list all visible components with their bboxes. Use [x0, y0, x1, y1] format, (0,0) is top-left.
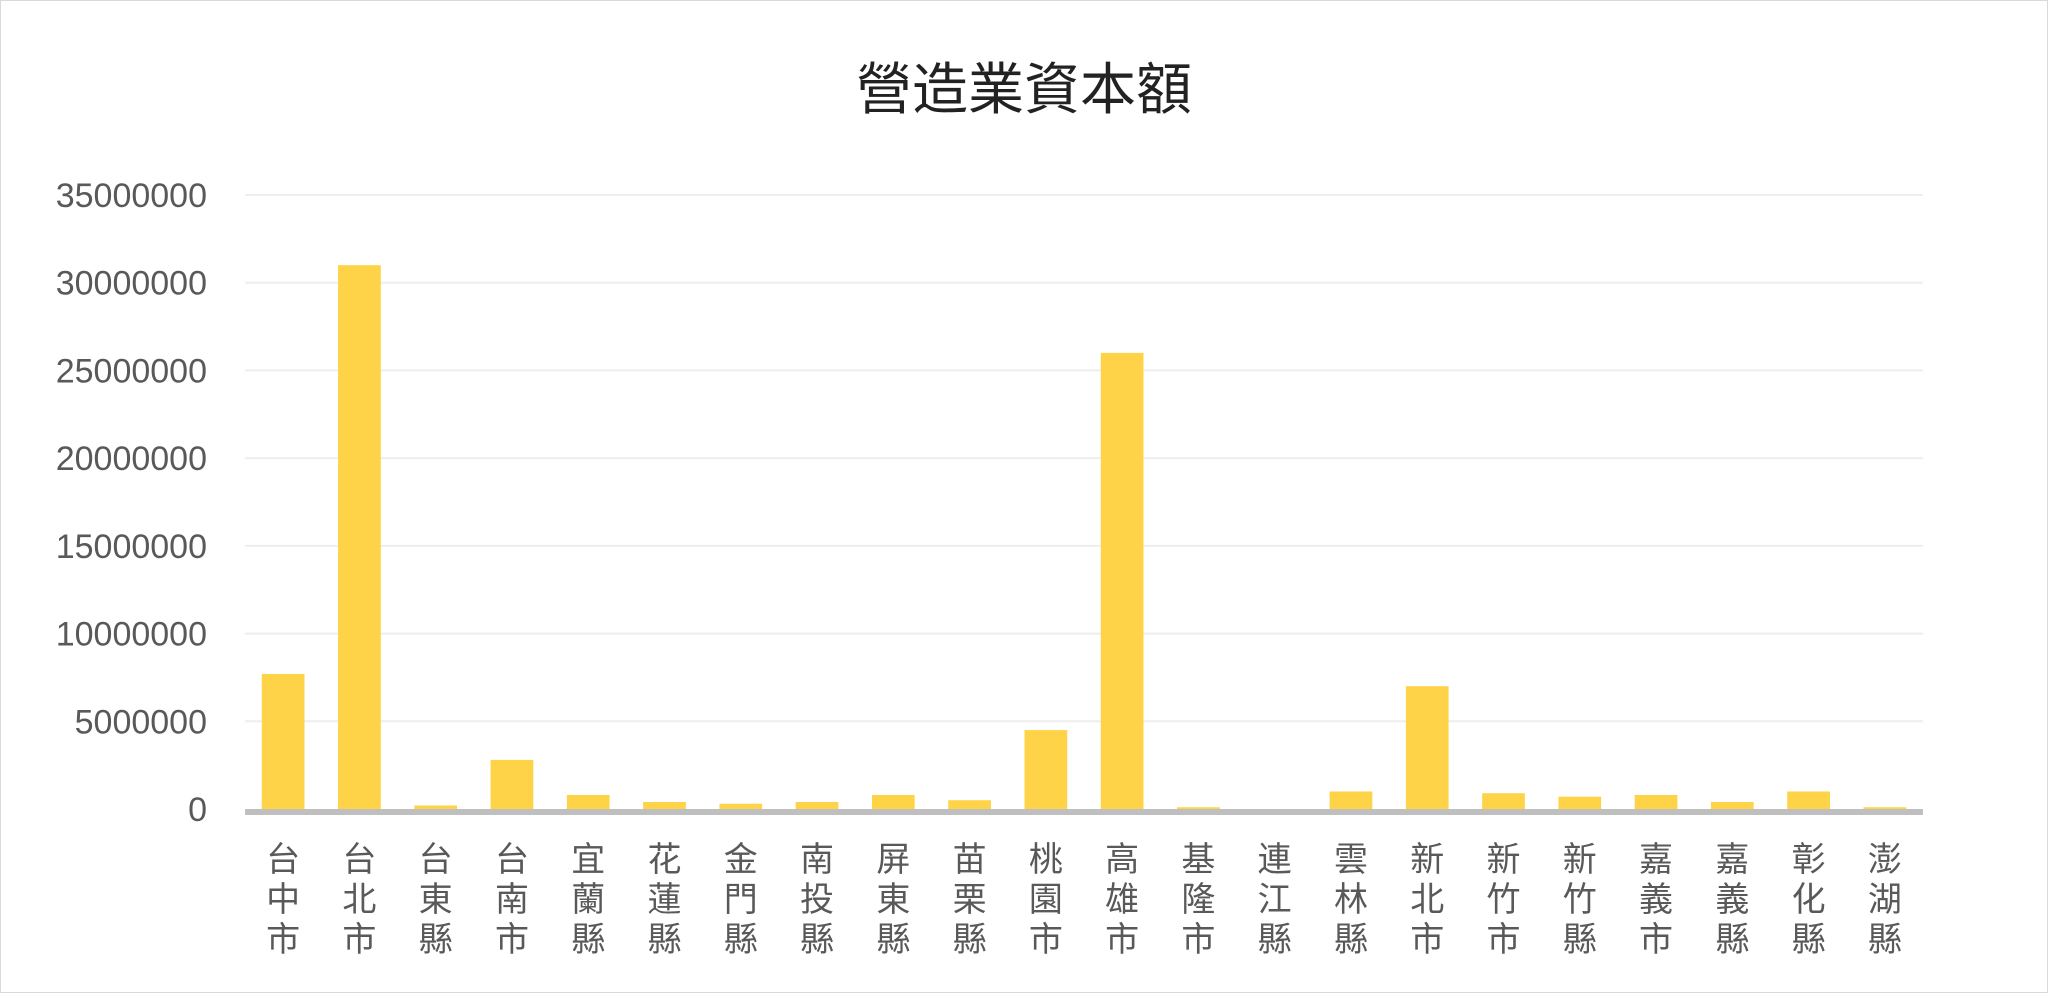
x-tick-label: 宜蘭縣 [571, 840, 605, 960]
x-tick-label: 南投縣 [800, 840, 834, 960]
bar [1863, 807, 1907, 809]
x-tick-label: 基隆市 [1181, 840, 1215, 960]
x-tick-label: 金門縣 [724, 840, 758, 960]
y-tick-label: 15000000 [56, 528, 207, 566]
bar [871, 794, 915, 809]
x-tick-label: 新竹縣 [1563, 840, 1597, 960]
x-tick-label: 台中市 [266, 840, 300, 960]
y-tick-label: 5000000 [75, 703, 207, 741]
x-tick-label: 花蓮縣 [648, 840, 682, 960]
y-tick-label: 35000000 [56, 177, 207, 215]
gridlines [245, 194, 1923, 723]
bar [948, 800, 991, 809]
bar [1177, 807, 1220, 809]
bar [643, 801, 686, 809]
bar [338, 265, 381, 810]
x-tick-label: 桃園市 [1029, 840, 1063, 960]
bar [1634, 794, 1678, 809]
x-tick-label: 澎湖縣 [1868, 840, 1902, 960]
bar [1329, 791, 1373, 809]
bar [1482, 793, 1525, 809]
y-tick-label: 30000000 [56, 265, 207, 303]
x-tick-label: 高雄市 [1105, 840, 1139, 960]
y-tick-label: 25000000 [56, 352, 207, 390]
bar [1100, 352, 1144, 809]
bar [1558, 796, 1602, 809]
bar [566, 794, 610, 809]
bar [1405, 686, 1449, 809]
x-tick-label: 嘉義市 [1639, 840, 1673, 960]
x-tick-label: 台東縣 [419, 840, 453, 960]
x-tick-label: 新北市 [1410, 840, 1444, 960]
x-tick-label: 雲林縣 [1334, 840, 1368, 960]
x-tick-label: 苗栗縣 [953, 840, 987, 960]
chart-title: 營造業資本額 [856, 58, 1192, 123]
x-tick-label: 台南市 [495, 840, 529, 960]
y-tick-label: 0 [188, 791, 207, 829]
x-tick-label: 台北市 [342, 840, 376, 960]
x-tick-label: 彰化縣 [1792, 840, 1826, 960]
y-axis-ticks: 0 5000000 10000000 15000000 20000000 25000000… [56, 177, 207, 829]
y-tick-label: 10000000 [56, 616, 207, 654]
x-tick-label: 屏東縣 [876, 840, 910, 960]
bar [1710, 801, 1754, 809]
x-tick-label: 嘉義縣 [1715, 840, 1749, 960]
bar [795, 801, 839, 809]
x-tick-label: 連江縣 [1258, 840, 1292, 960]
bars [261, 265, 1907, 810]
bar [490, 759, 534, 809]
bar [1787, 791, 1830, 809]
bar [719, 803, 763, 809]
x-axis-labels: 台中市 台北市 台東縣 台南市 宜蘭縣 花蓮縣 金門縣 南投縣 屏東縣 苗栗縣 桃園市 高雄市 基隆市 連… [266, 840, 1902, 960]
bar [1024, 730, 1068, 809]
bar [261, 673, 305, 809]
x-tick-label: 新竹市 [1487, 840, 1521, 960]
bar [414, 805, 458, 809]
y-tick-label: 20000000 [56, 440, 207, 478]
